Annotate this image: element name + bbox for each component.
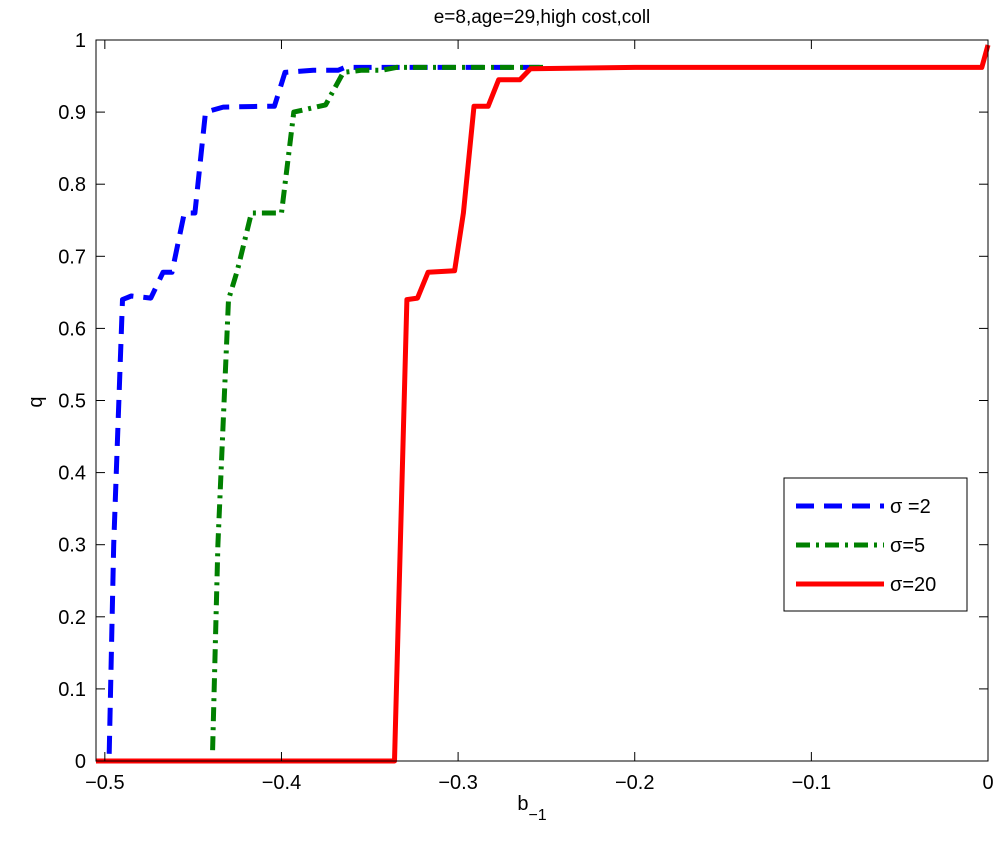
y-tick-label: 0.8 — [58, 174, 86, 196]
y-tick-label: 0 — [75, 751, 86, 773]
y-tick-label: 0.5 — [58, 391, 86, 413]
y-tick-label: 0.6 — [58, 318, 86, 340]
x-tick-label: −0.3 — [438, 772, 477, 794]
y-axis-label: q — [25, 396, 47, 407]
x-tick-label: −0.4 — [262, 772, 301, 794]
y-axis: 0 0.1 0.2 0.3 0.4 0.5 0.6 0.7 0.8 0.9 1 — [58, 30, 988, 773]
x-tick-label: −0.1 — [792, 772, 831, 794]
y-tick-label: 0.1 — [58, 679, 86, 701]
legend-label: σ=20 — [890, 574, 936, 596]
x-axis-label: b−1 — [517, 793, 546, 824]
y-tick-label: 0.2 — [58, 607, 86, 629]
series-line-3 — [96, 44, 991, 764]
series-line-2 — [210, 64, 547, 751]
x-tick-label: 0 — [982, 772, 993, 794]
x-axis: −0.5 −0.4 −0.3 −0.2 −0.1 0 — [85, 40, 994, 794]
y-tick-label: 0.9 — [58, 102, 86, 124]
plot-area — [96, 40, 988, 761]
y-tick-label: 0.4 — [58, 463, 86, 485]
legend-label: σ =2 — [890, 496, 931, 518]
x-tick-label: −0.5 — [85, 772, 124, 794]
legend-label: σ=5 — [890, 535, 925, 557]
series-line-1 — [106, 64, 547, 754]
y-tick-label: 1 — [75, 30, 86, 52]
y-tick-label: 0.7 — [58, 246, 86, 268]
x-tick-label: −0.2 — [615, 772, 654, 794]
chart-title: e=8,age=29,high cost,coll — [434, 7, 651, 28]
legend: σ =2 σ=5 σ=20 — [783, 477, 968, 612]
series-layer — [96, 44, 991, 764]
y-tick-label: 0.3 — [58, 535, 86, 557]
x-axis-label-base: b — [517, 793, 528, 815]
x-axis-label-subscript: −1 — [528, 807, 546, 824]
